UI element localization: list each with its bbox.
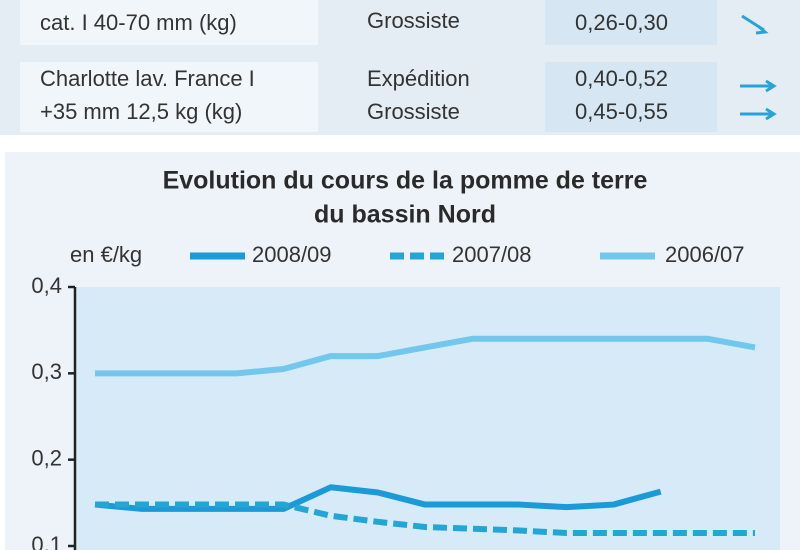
cell [20,62,318,132]
product: Charlotte lav. France I [40,66,255,91]
price: 0,45-0,55 [575,99,668,124]
stage: Grossiste [367,99,460,124]
legend-label: 2006/07 [665,242,745,267]
y-tick-label: 0,2 [31,445,62,470]
stage: Expédition [367,66,470,91]
legend-label: 2007/08 [452,242,532,267]
series-line [95,501,755,537]
y-tick-label: 0,3 [31,359,62,384]
y-tick-label: 0,1 [31,532,62,550]
cell [545,0,717,45]
price: 0,40-0,52 [575,66,668,91]
product: +35 mm 12,5 kg (kg) [40,99,242,124]
legend-label: 2008/09 [252,242,332,267]
product: cat. I 40-70 mm (kg) [40,10,237,35]
stage: Grossiste [367,8,460,33]
trend-arrow [740,79,777,93]
cell [20,0,318,45]
y-axis-label: en €/kg [70,242,142,267]
series-line [95,335,756,377]
chart-title: du bassin Nord [314,201,496,229]
series-line [94,484,662,512]
trend-arrow [740,107,777,121]
trend-arrow [741,14,769,35]
chart-title: Evolution du cours de la pomme de terre [163,167,648,195]
cell [545,62,717,132]
price: 0,26-0,30 [575,10,668,35]
y-tick-label: 0,4 [31,273,62,298]
